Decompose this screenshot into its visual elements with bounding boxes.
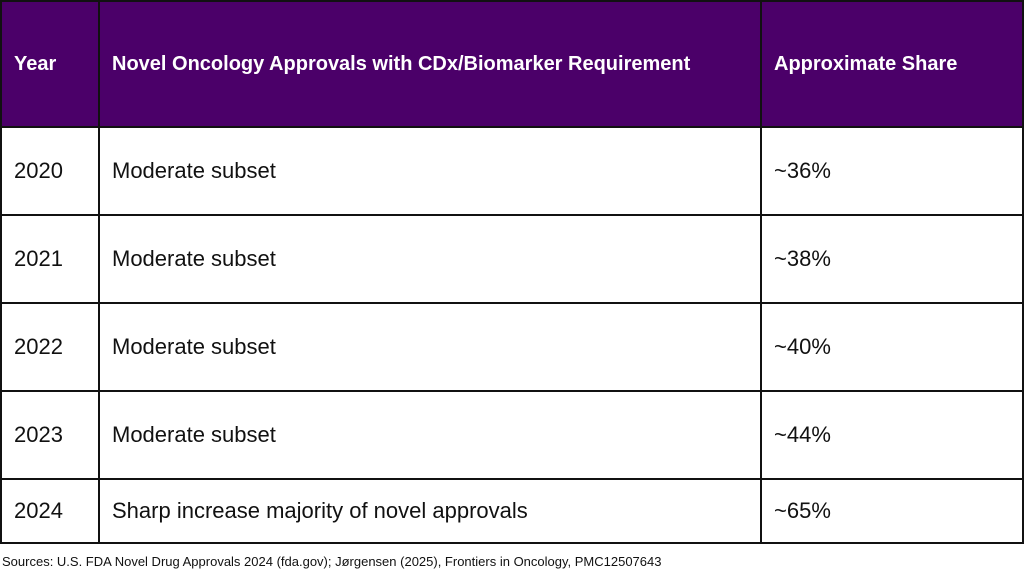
header-cell: Approximate Share <box>760 0 1024 128</box>
header-cell: Year <box>0 0 100 128</box>
table-cell: Moderate subset <box>98 126 762 216</box>
table-cell: 2023 <box>0 390 100 480</box>
table-cell: ~44% <box>760 390 1024 480</box>
header-row: Year Novel Oncology Approvals with CDx/B… <box>0 0 1024 128</box>
table-cell: ~40% <box>760 302 1024 392</box>
table-cell: Moderate subset <box>98 390 762 480</box>
table-cell: Moderate subset <box>98 214 762 304</box>
table-cell: 2021 <box>0 214 100 304</box>
table-row: 2020 Moderate subset ~36% <box>0 126 1024 216</box>
table-row: 2024 Sharp increase majority of novel app… <box>0 478 1024 544</box>
table-cell: ~38% <box>760 214 1024 304</box>
table-header: Year Novel Oncology Approvals with CDx/B… <box>0 0 1024 128</box>
table-cell: 2020 <box>0 126 100 216</box>
table-cell: Sharp increase majority of novel approva… <box>98 478 762 544</box>
table-cell: 2022 <box>0 302 100 392</box>
table-row: 2022 Moderate subset ~40% <box>0 302 1024 392</box>
data-table: Year Novel Oncology Approvals with CDx/B… <box>0 0 1024 544</box>
source-note: Sources: U.S. FDA Novel Drug Approvals 2… <box>2 554 662 569</box>
table-body: 2020 Moderate subset ~36% 2021 Moderate subs… <box>0 126 1024 544</box>
table-cell: 2024 <box>0 478 100 544</box>
table-cell: ~65% <box>760 478 1024 544</box>
table-row: 2023 Moderate subset ~44% <box>0 390 1024 480</box>
table-cell: Moderate subset <box>98 302 762 392</box>
header-cell: Novel Oncology Approvals with CDx/Biomar… <box>98 0 762 128</box>
table-row: 2021 Moderate subset ~38% <box>0 214 1024 304</box>
table-cell: ~36% <box>760 126 1024 216</box>
